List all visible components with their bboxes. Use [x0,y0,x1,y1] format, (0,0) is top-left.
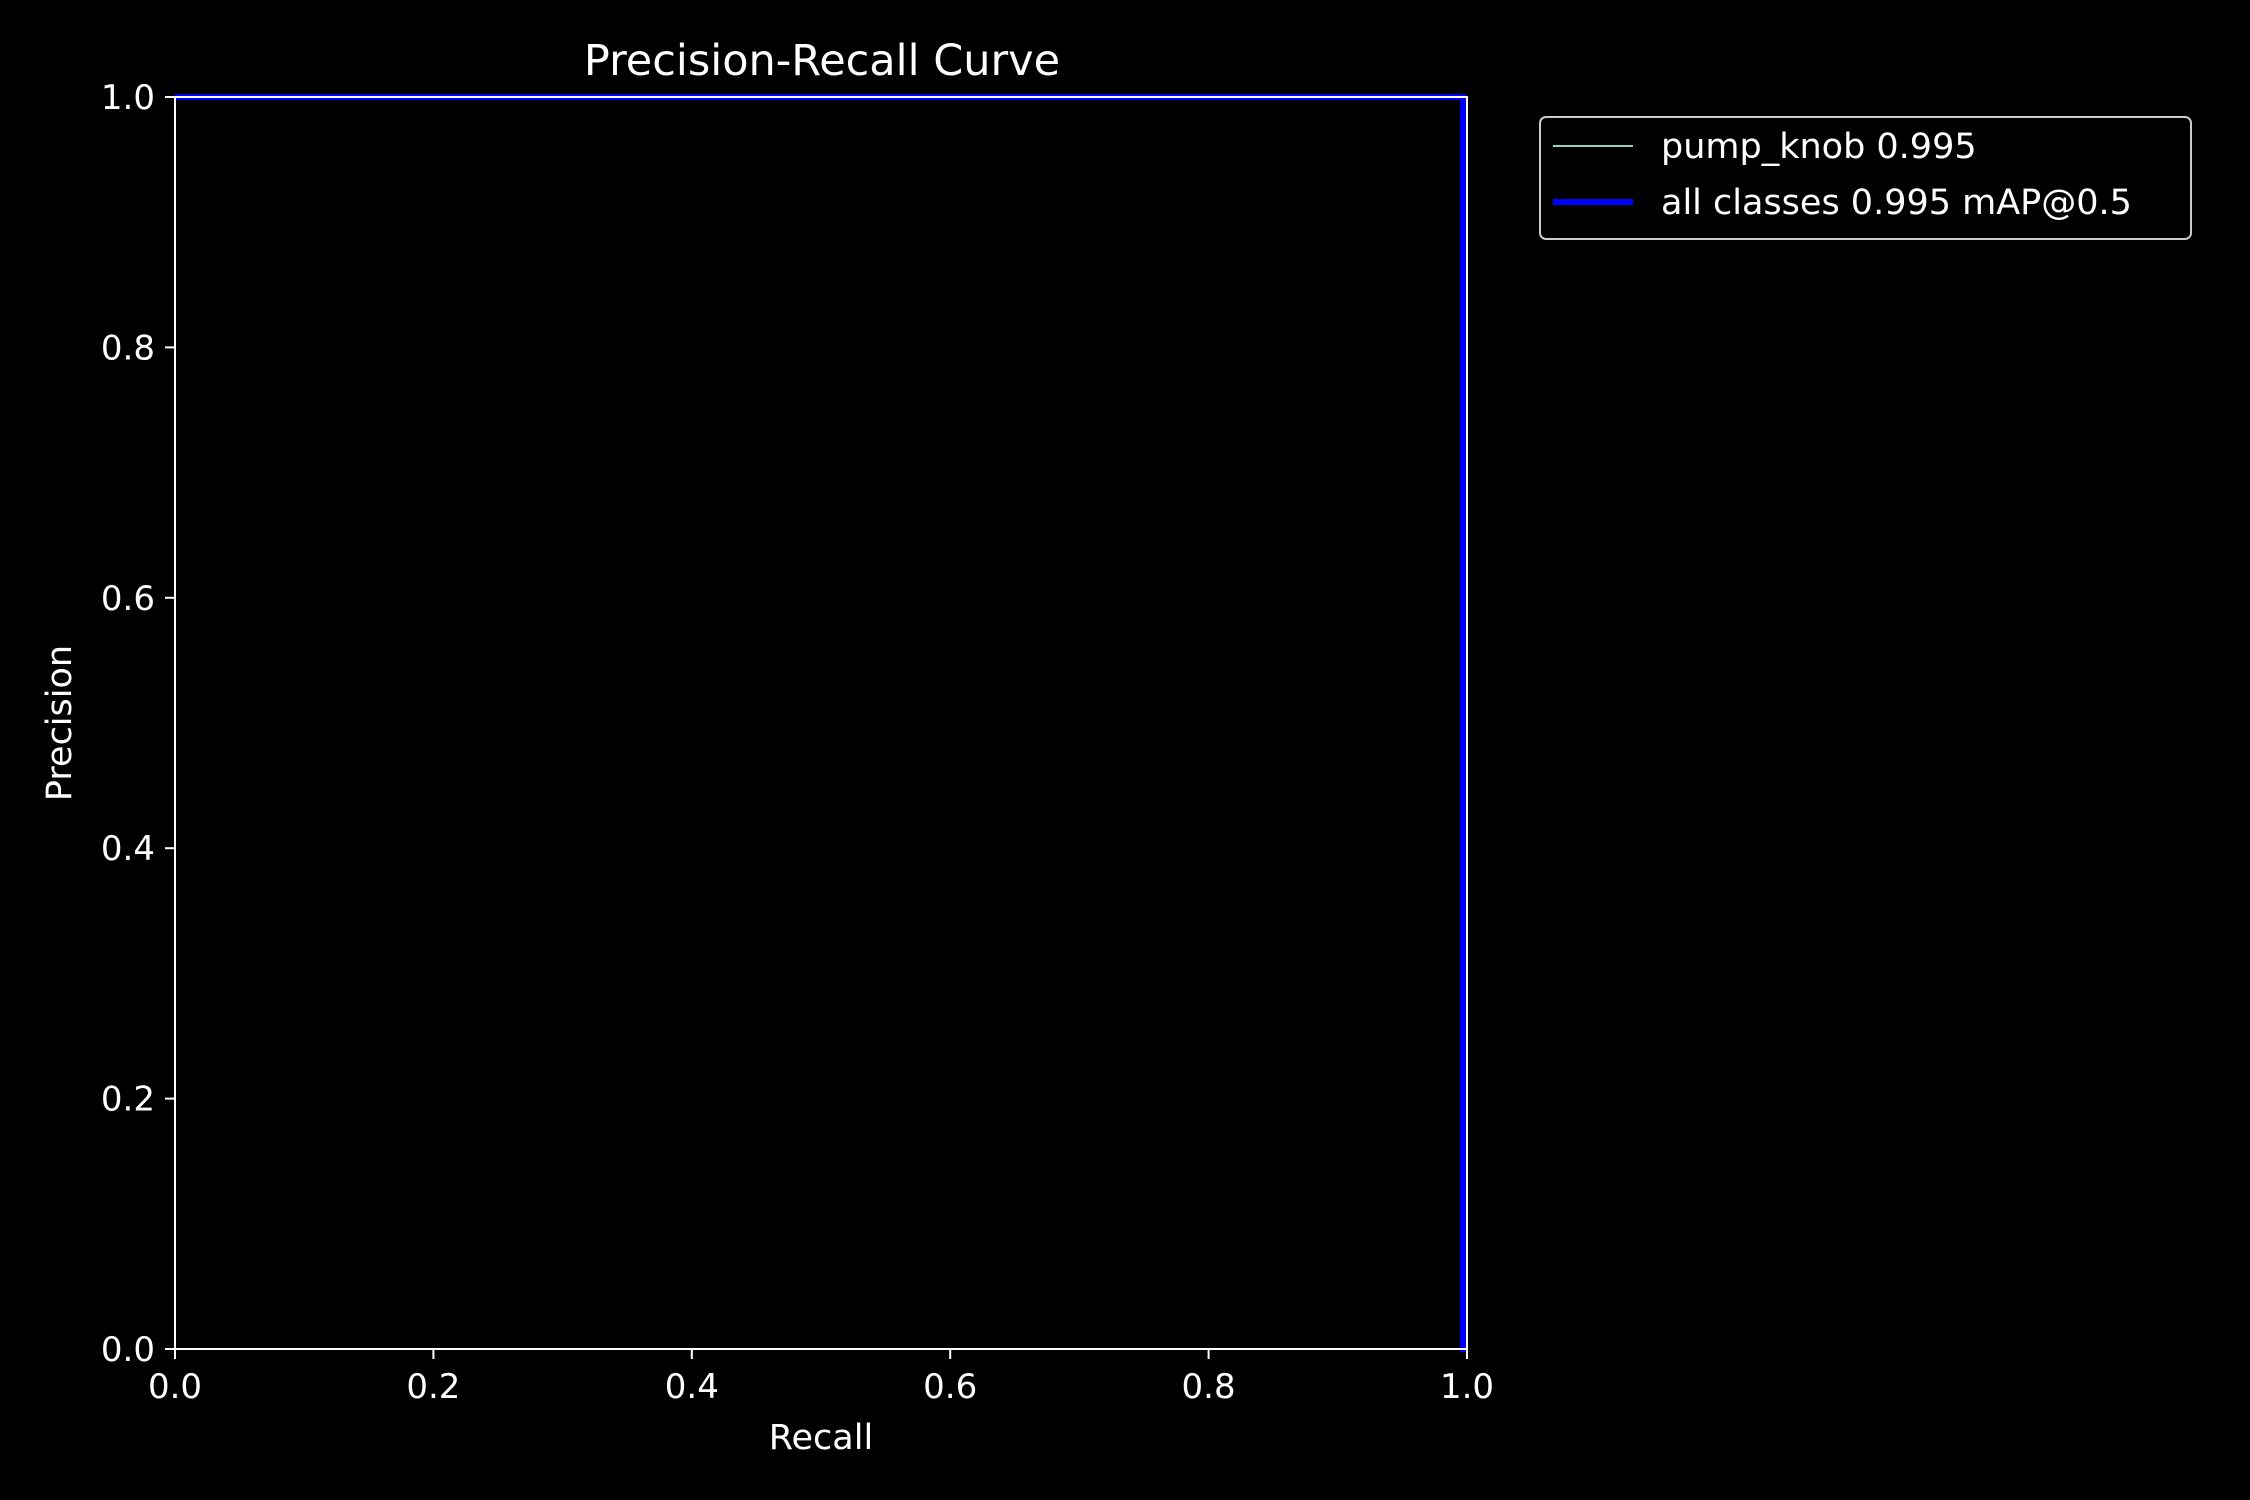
legend-frame [1539,116,2192,240]
y-tick-label: 0.0 [101,1330,155,1370]
x-tick-label: 0.8 [1182,1367,1236,1407]
x-axis-label: Recall [769,1418,873,1458]
x-tick-label: 0.2 [406,1367,460,1407]
y-axis-label: Precision [40,645,80,801]
x-tick-label: 1.0 [1440,1367,1494,1407]
y-tick-label: 0.4 [101,829,155,869]
plot-background [175,97,1467,1349]
y-axis: 0.0 0.2 0.4 0.6 0.8 1.0 [101,78,175,1370]
plot-area [174,94,1468,1352]
plot-frame [174,96,1468,1350]
legend-entries: pump_knob 0.995 all classes 0.995 mAP@0.5 [1553,127,2132,223]
x-axis: 0.0 0.2 0.4 0.6 0.8 1.0 [148,1349,1494,1407]
chart-title: Precision-Recall Curve [584,36,1060,86]
y-tick-label: 0.6 [101,579,155,619]
x-tick-label: 0.6 [923,1367,977,1407]
y-tick-label: 0.8 [101,328,155,368]
legend-label: all classes 0.995 mAP@0.5 [1661,183,2132,223]
x-tick-label: 0.4 [665,1367,719,1407]
legend-label: pump_knob 0.995 [1661,127,1977,167]
x-tick-label: 0.0 [148,1367,202,1407]
y-tick-label: 0.2 [101,1080,155,1120]
legend: pump_knob 0.995 all classes 0.995 mAP@0.5 [1539,116,2192,240]
y-tick-label: 1.0 [101,78,155,118]
